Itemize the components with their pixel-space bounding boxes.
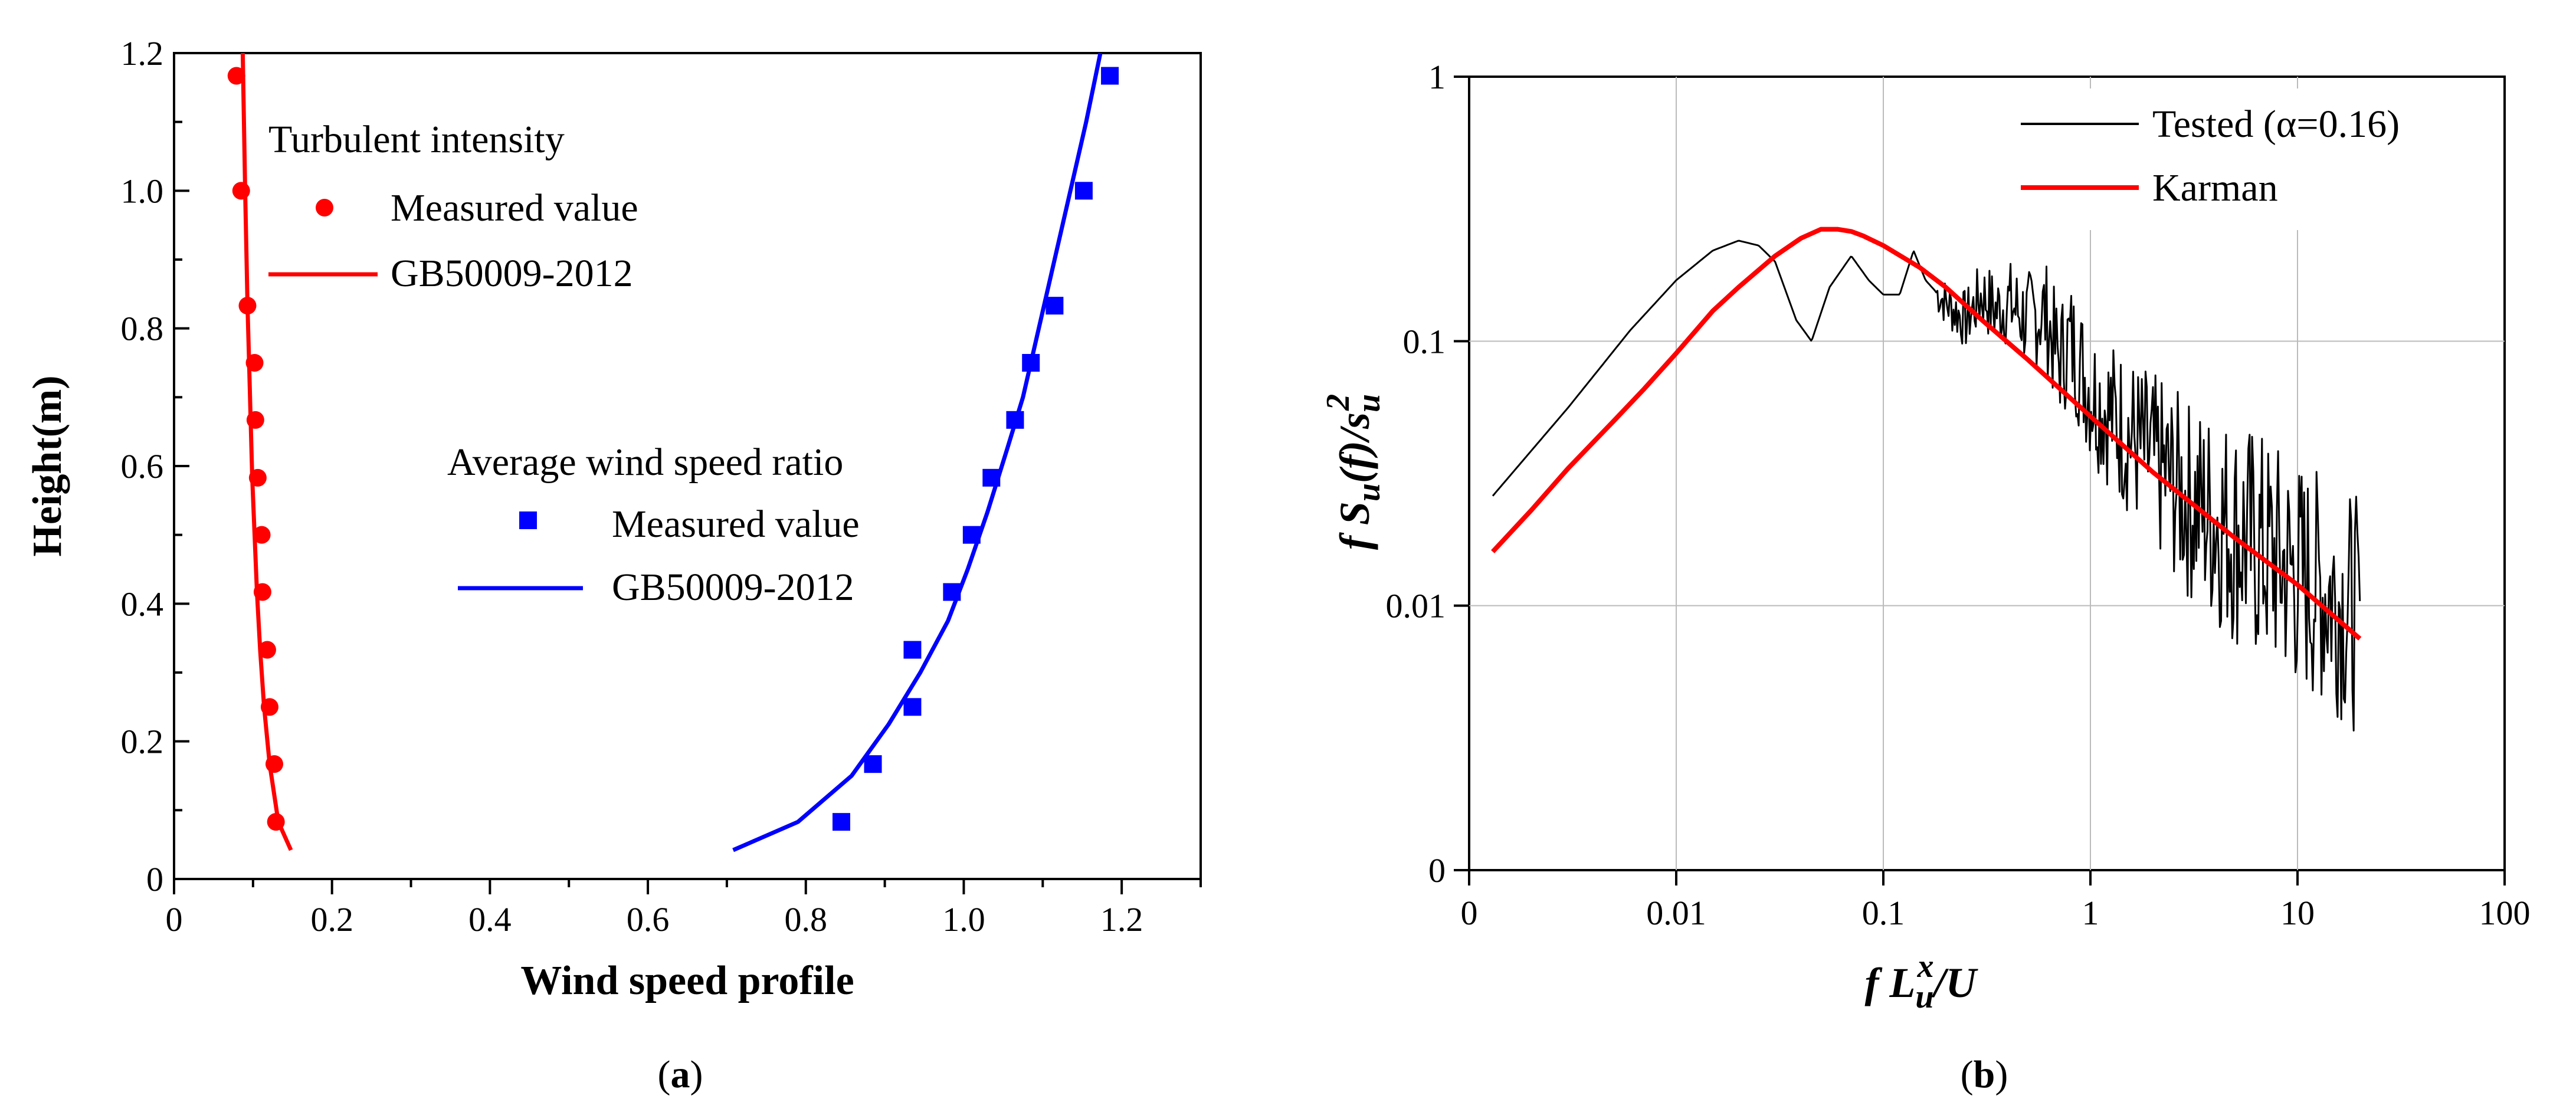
- x-tick-label-a: 1.2: [1100, 900, 1143, 939]
- y-tick-label-b: 1: [1428, 58, 1446, 96]
- data-point-circle-a: [253, 526, 271, 544]
- legend-b-background: [2000, 88, 2502, 230]
- series-b: [1491, 227, 2362, 732]
- legend-b-entry2: Karman: [2152, 166, 2278, 209]
- x-axis-title-b: f Lux/U: [1864, 948, 1978, 1015]
- series-a: [227, 53, 1119, 852]
- y-tick-label-a: 1.0: [121, 172, 164, 210]
- y-axis-title-b: f Su(f)/su2: [1320, 394, 1387, 550]
- x-axis-a: 0 0.2 0.4 0.6 0.8 1.0 1.2: [166, 879, 1202, 939]
- x-tick-label-a: 0: [166, 900, 183, 939]
- x-tick-label-b: 1: [2082, 894, 2099, 932]
- legend-a-square-marker: [519, 511, 537, 529]
- data-point-square-a: [903, 698, 922, 716]
- x-tick-label-a: 0.2: [310, 900, 353, 939]
- data-point-square-a: [864, 755, 882, 773]
- data-point-square-a: [833, 813, 850, 831]
- data-point-square-a: [1046, 297, 1064, 315]
- legend-a-group1-entry1: Measured value: [391, 186, 638, 229]
- x-axis-title-a: Wind speed profile: [520, 958, 854, 1003]
- x-tick-label-b: 100: [2479, 894, 2531, 932]
- y-tick-label-b: 0.01: [1386, 587, 1446, 625]
- x-tick-label-a: 0.4: [468, 900, 512, 939]
- legend-a-group2-entry1: Measured value: [612, 503, 860, 546]
- y-tick-label-b: 0.1: [1403, 322, 1446, 360]
- y-axis-b: 0 0.01 0.1 1: [1386, 58, 1469, 890]
- series-line-tested: [1492, 240, 2361, 732]
- plot-frame-b: [1468, 76, 2506, 871]
- legend-a-circle-marker: [316, 199, 333, 217]
- x-tick-label-a: 0.8: [785, 900, 828, 939]
- y-tick-label-a: 0.6: [121, 447, 164, 486]
- legend-a-group1-entry2: GB50009-2012: [391, 252, 633, 295]
- y-tick-label-a: 0.8: [121, 310, 164, 348]
- series-line-karman: [1491, 227, 2362, 641]
- data-point-circle-a: [258, 641, 276, 659]
- y-axis-title-a: Height(m): [25, 375, 70, 556]
- legend-a-group2-entry2: GB50009-2012: [612, 566, 854, 609]
- panel-b: 0 0.01 0.1 1 0 0.01 0.1 1 10 100 Tested (α=0.16)…: [1320, 58, 2531, 1096]
- series-line-a-3: [732, 53, 1103, 852]
- x-tick-label-b: 0.01: [1646, 894, 1706, 932]
- y-axis-a: 0 0.2 0.4 0.6 0.8 1.0 1.2: [121, 34, 189, 898]
- data-point-square-a: [1074, 182, 1093, 200]
- panel-label-a: (a): [658, 1053, 703, 1096]
- panel-label-b: (b): [1961, 1053, 2008, 1096]
- data-point-circle-a: [232, 182, 250, 200]
- y-tick-label-a: 1.2: [121, 34, 164, 73]
- x-tick-label-b: 0: [1461, 894, 1478, 932]
- x-tick-label-a: 1.0: [942, 900, 985, 939]
- data-point-square-a: [1101, 67, 1119, 85]
- data-point-square-a: [903, 641, 922, 659]
- x-tick-label-b: 0.1: [1862, 894, 1905, 932]
- x-axis-b: 0 0.01 0.1 1 10 100: [1461, 870, 2531, 932]
- x-tick-label-a: 0.6: [627, 900, 670, 939]
- y-tick-label-b: 0: [1428, 851, 1446, 890]
- y-tick-label-a: 0.4: [121, 585, 164, 623]
- x-tick-label-b: 10: [2280, 894, 2315, 932]
- y-tick-label-a: 0.2: [121, 723, 164, 761]
- legend-a-group1-title: Turbulent intensity: [268, 118, 565, 161]
- panel-a: 00.20.40.60.81.01.2 0 0.2 0.4 0.6 0.8 1.0 1.2 …: [25, 34, 1202, 1096]
- series-line-a-1: [240, 53, 293, 851]
- y-tick-label-a: 0: [146, 860, 163, 898]
- legend-a-group2-title: Average wind speed ratio: [447, 441, 843, 484]
- legend-b-entry1: Tested (α=0.16): [2152, 103, 2400, 146]
- data-point-circle-a: [227, 67, 245, 85]
